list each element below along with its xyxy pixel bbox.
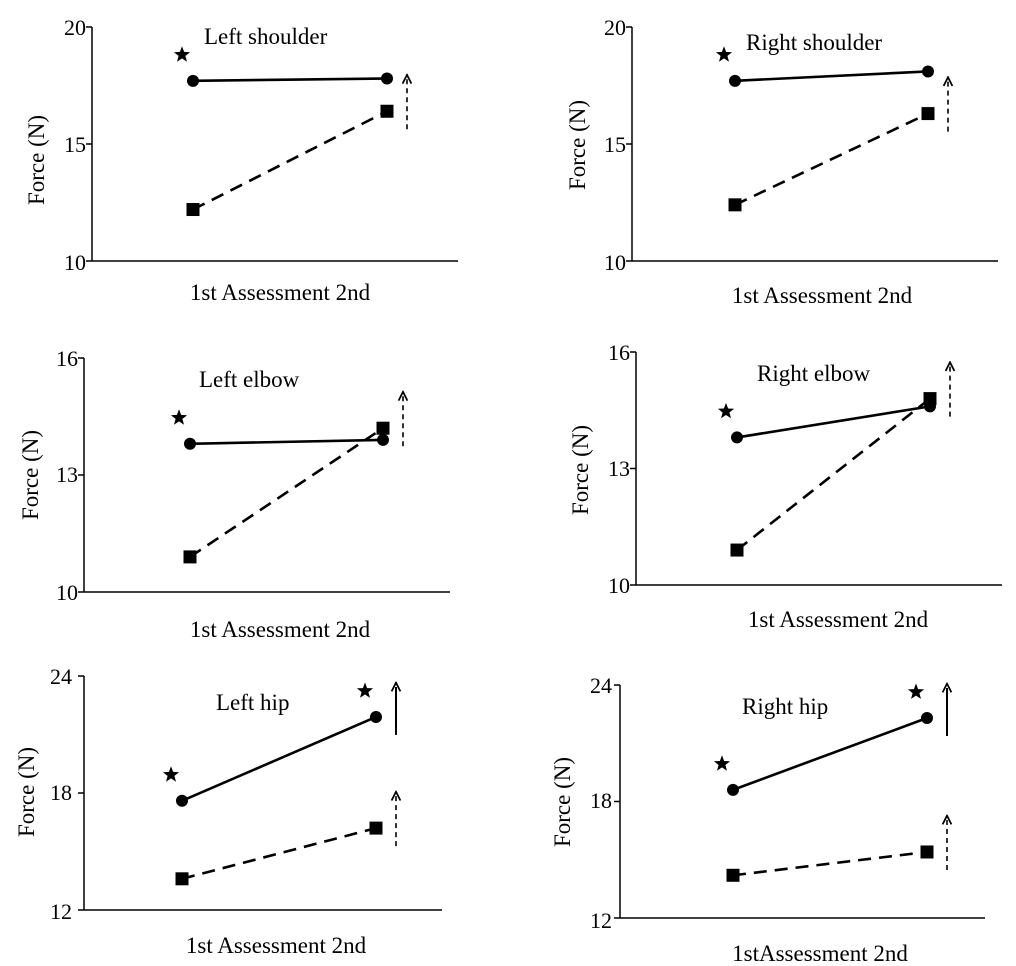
x-axis-label: 1st Assessment 2nd <box>186 933 367 958</box>
data-point-square <box>175 872 189 886</box>
y-tick-label: 16 <box>56 346 78 371</box>
data-point-square <box>369 821 383 835</box>
series-line-solid <box>192 77 388 83</box>
panel-right-elbow: Right elbow Force (N) 10 13 16 1st Asses… <box>568 340 1002 632</box>
y-axis-label: Force (N) <box>568 425 593 515</box>
data-point-square <box>728 198 742 212</box>
significance-star <box>162 766 180 782</box>
data-point-square <box>920 845 934 859</box>
plot-area <box>626 26 998 262</box>
y-tick-label: 24 <box>590 673 612 698</box>
data-point-circle <box>377 433 389 446</box>
y-tick-label: 24 <box>50 664 72 689</box>
data-point-square <box>376 421 390 435</box>
data-point-circle <box>370 710 382 723</box>
panel-left-shoulder: Left shoulder Force (N) 10 15 20 1st Ass… <box>24 15 458 305</box>
series-line-dashed <box>181 826 377 881</box>
plot-area <box>78 675 442 911</box>
x-axis-label: 1st Assessment 2nd <box>190 280 371 305</box>
significance-star <box>713 755 731 771</box>
data-point-circle <box>381 72 393 85</box>
y-tick-label: 16 <box>608 340 630 365</box>
y-axis-label: Force (N) <box>18 430 43 520</box>
series-line-solid <box>736 405 931 439</box>
y-tick-label: 20 <box>604 15 626 40</box>
series-line-solid <box>181 715 377 802</box>
y-tick-label: 10 <box>56 580 78 605</box>
series-line-dashed <box>189 427 384 558</box>
significance-star <box>907 683 925 699</box>
series-line-solid <box>189 438 384 446</box>
series-line-dashed <box>192 110 388 211</box>
panel-right-shoulder: Right shoulder Force (N) 10 15 20 1st As… <box>565 15 998 308</box>
data-point-square <box>726 868 740 882</box>
data-point-circle <box>727 783 739 796</box>
data-point-circle <box>187 74 199 87</box>
data-point-circle <box>922 65 934 78</box>
y-tick-label: 15 <box>64 132 86 157</box>
data-point-square <box>380 104 394 118</box>
data-point-square <box>186 203 200 217</box>
data-point-square <box>921 107 935 121</box>
data-point-square <box>183 550 197 564</box>
y-axis-label: Force (N) <box>24 115 49 205</box>
y-tick-label: 20 <box>64 15 86 40</box>
significance-star <box>717 402 735 419</box>
plot-area <box>78 357 450 593</box>
y-tick-label: 10 <box>608 573 630 598</box>
panel-title: Left hip <box>216 690 289 715</box>
panel-left-elbow: Left elbow Force (N) 10 13 16 1st Assess… <box>18 346 450 642</box>
y-tick-label: 13 <box>608 456 630 481</box>
x-axis-label: 1stAssessment 2nd <box>732 941 908 966</box>
panel-right-hip: Right hip Force (N) 12 18 24 1stAssessme… <box>550 673 985 966</box>
plot-area <box>614 684 985 919</box>
y-tick-label: 18 <box>590 788 612 813</box>
significance-star <box>170 409 188 425</box>
x-axis-label: 1st Assessment 2nd <box>732 283 913 308</box>
x-axis-label: 1st Assessment 2nd <box>190 617 371 642</box>
data-point-circle <box>921 712 933 725</box>
panel-title: Right elbow <box>757 361 870 386</box>
y-axis-label: Force (N) <box>14 747 39 837</box>
y-tick-label: 12 <box>590 908 612 933</box>
series-line-solid <box>734 70 929 83</box>
y-tick-label: 12 <box>50 899 72 924</box>
data-point-square <box>923 392 937 406</box>
plot-area <box>630 351 1002 586</box>
panel-title: Left shoulder <box>204 24 328 49</box>
panel-title: Right hip <box>742 694 828 719</box>
y-tick-label: 10 <box>604 250 626 275</box>
data-point-square <box>730 543 744 557</box>
panel-title: Right shoulder <box>746 30 882 55</box>
series-line-solid <box>732 716 928 792</box>
plot-area <box>86 26 458 262</box>
panel-title: Left elbow <box>199 367 300 392</box>
y-tick-label: 18 <box>50 780 72 805</box>
data-point-circle <box>184 437 196 450</box>
series-line-dashed <box>734 112 929 207</box>
y-tick-label: 13 <box>56 462 78 487</box>
significance-star <box>356 682 374 698</box>
series-line-dashed <box>732 850 928 877</box>
data-point-circle <box>731 431 743 444</box>
significance-star <box>173 46 191 62</box>
y-axis-label: Force (N) <box>550 757 575 847</box>
y-tick-label: 10 <box>64 250 86 275</box>
data-point-circle <box>729 74 741 87</box>
significance-star <box>715 46 733 62</box>
y-tick-label: 15 <box>604 132 626 157</box>
panel-left-hip: Left hip Force (N) 12 18 24 1st Assessme… <box>14 664 442 958</box>
y-axis-label: Force (N) <box>565 100 590 190</box>
x-axis-label: 1st Assessment 2nd <box>748 607 929 632</box>
data-point-circle <box>176 794 188 807</box>
